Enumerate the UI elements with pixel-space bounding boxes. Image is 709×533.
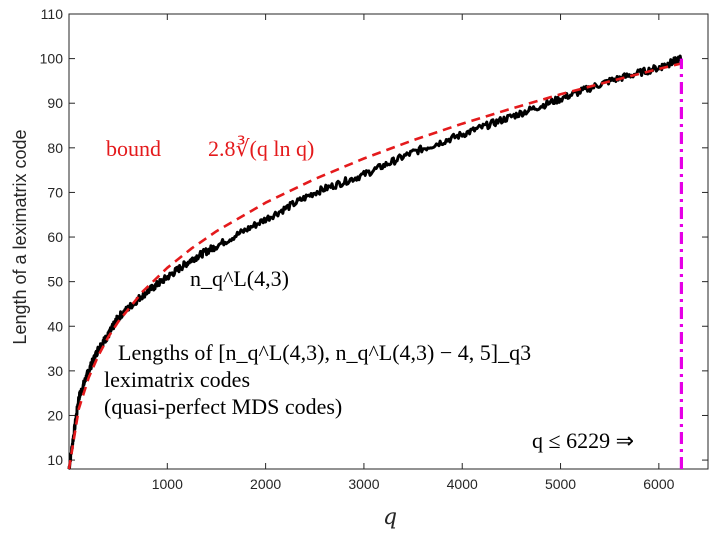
y-tick-label: 90 — [47, 95, 63, 111]
y-tick-label: 70 — [47, 184, 63, 200]
x-tick-label: 5000 — [545, 476, 576, 492]
x-axis-ticks: 1000 2000 3000 4000 5000 6000 — [152, 14, 675, 492]
y-tick-label: 100 — [40, 51, 64, 67]
x-axis-label: q — [383, 505, 397, 530]
x-tick-label: 1000 — [152, 476, 183, 492]
y-axis-ticks: 10 20 30 40 50 60 70 80 90 100 110 — [40, 6, 708, 468]
limit-label: q ≤ 6229 ⇒ — [532, 428, 634, 453]
y-tick-label: 30 — [47, 363, 63, 379]
codes-label-line2: leximatrix codes — [104, 367, 250, 392]
y-tick-label: 110 — [41, 6, 64, 22]
axes-box — [68, 13, 709, 470]
codes-label-line3: (quasi-perfect MDS codes) — [104, 394, 342, 419]
x-tick-label: 2000 — [250, 476, 281, 492]
series-line-0 — [67, 54, 683, 470]
y-axis-label: Length of a leximatrix code — [10, 129, 30, 344]
codes-label-line1: Lengths of [n_q^L(4,3), n_q^L(4,3) − 4, … — [118, 340, 531, 365]
y-tick-label: 20 — [47, 407, 63, 423]
x-tick-label: 4000 — [447, 476, 478, 492]
series-layer — [67, 54, 683, 470]
series-line-1 — [67, 62, 682, 470]
plot-area: 1000 2000 3000 4000 5000 6000 10 20 30 40 50 60 70 8… — [40, 6, 709, 492]
y-tick-label: 50 — [47, 274, 63, 290]
bound-label: bound — [106, 136, 161, 161]
y-tick-label: 40 — [47, 318, 63, 334]
y-tick-label: 10 — [47, 452, 63, 468]
x-tick-label: 6000 — [643, 476, 674, 492]
curve-label: n_q^L(4,3) — [190, 266, 289, 291]
x-tick-label: 3000 — [348, 476, 379, 492]
y-tick-label: 80 — [47, 140, 63, 156]
y-tick-label: 60 — [47, 229, 63, 245]
bound-formula: 2.8∛(q ln q) — [208, 136, 314, 161]
